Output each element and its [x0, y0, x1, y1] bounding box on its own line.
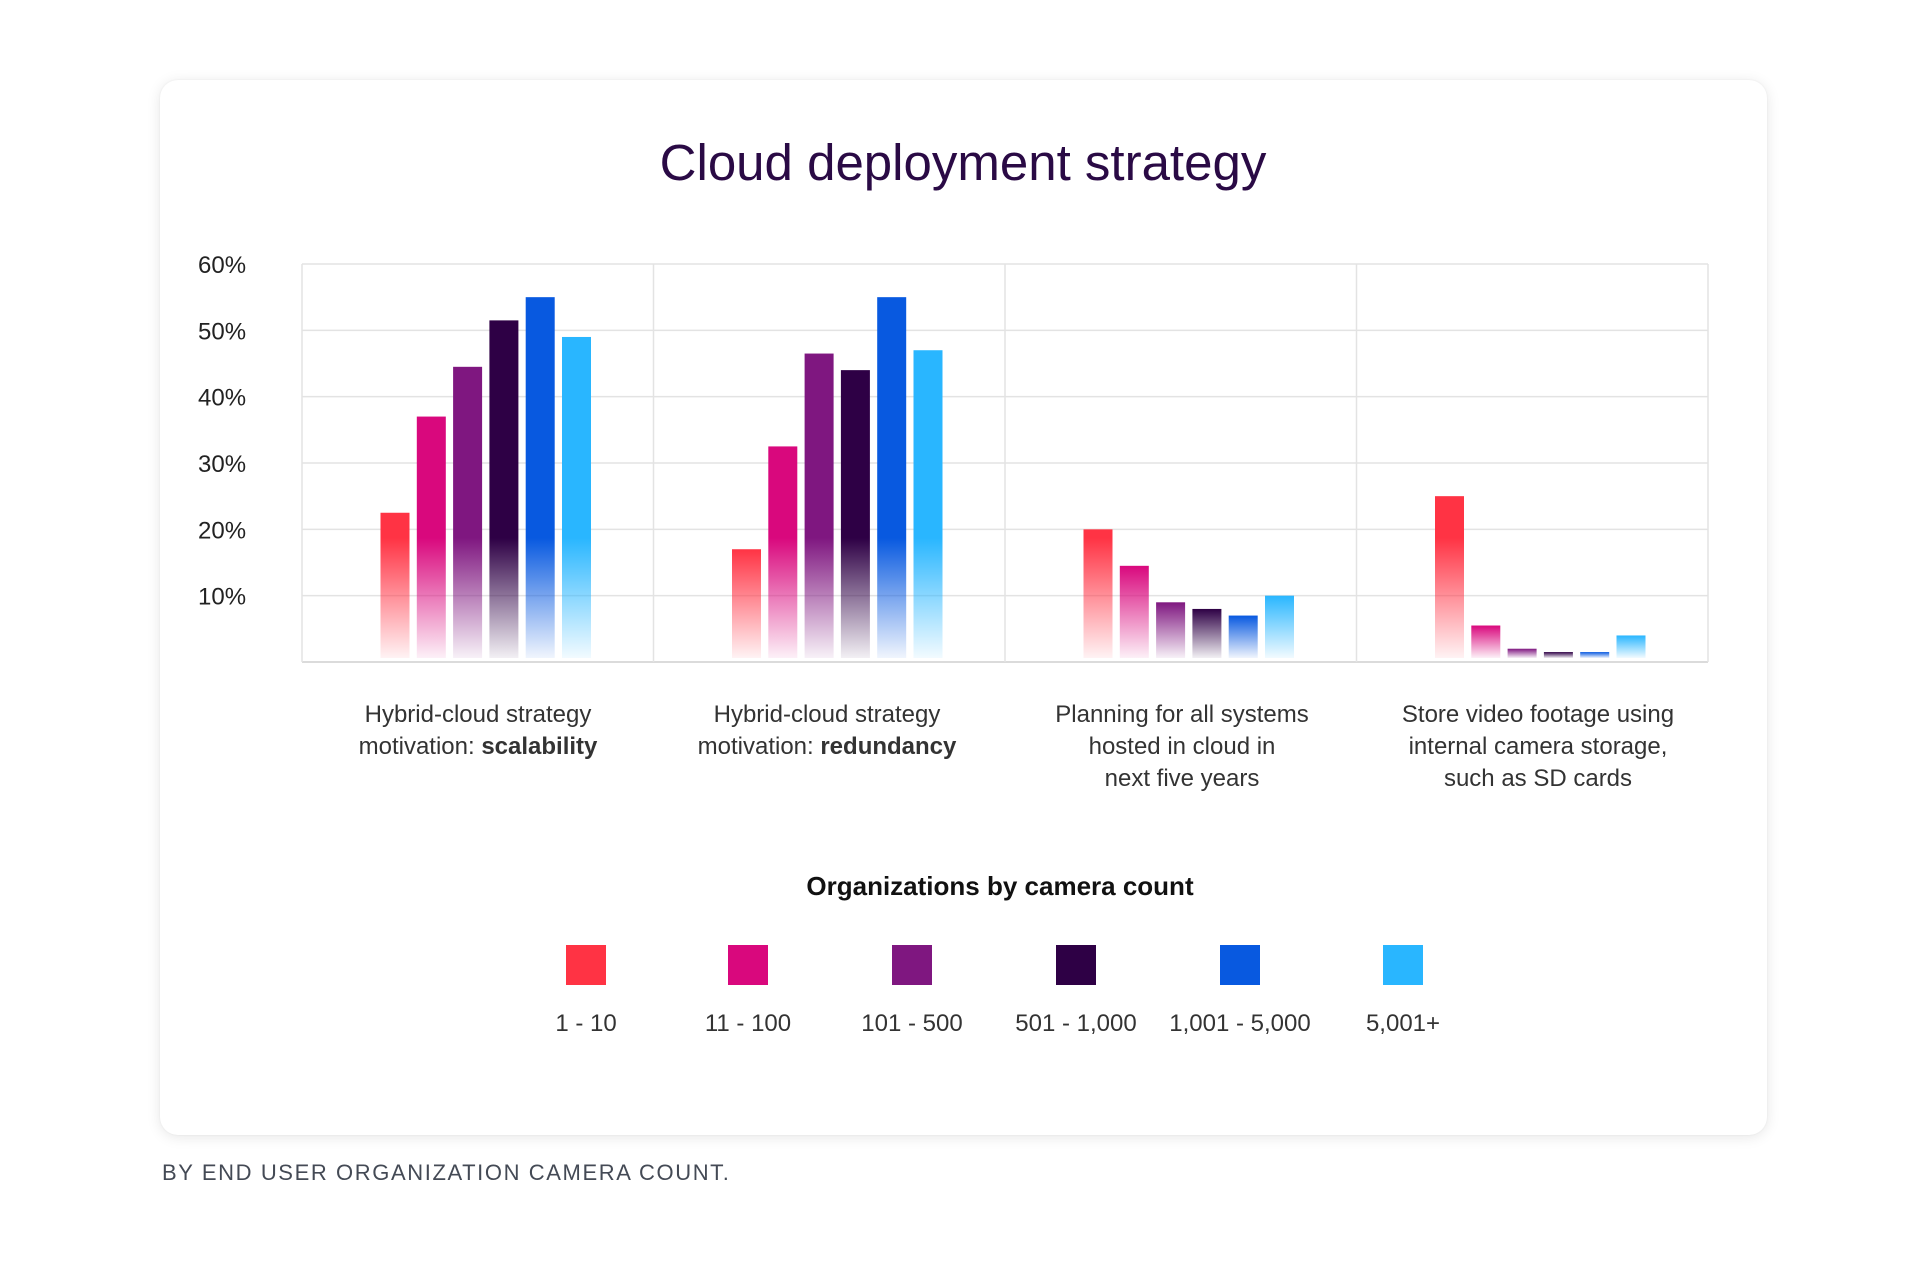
- y-tick-label: 20%: [198, 517, 246, 544]
- legend-label: 11 - 100: [705, 1010, 791, 1037]
- category-label: Store video footage using internal camera…: [1402, 701, 1674, 792]
- footnote: BY END USER ORGANIZATION CAMERA COUNT.: [162, 1160, 731, 1185]
- bar-fade: [562, 538, 591, 658]
- bar-fade: [1435, 538, 1464, 658]
- bar-fade: [1543, 652, 1573, 658]
- bar: [1083, 529, 1113, 538]
- category-label-part: Planning for all systems: [1055, 701, 1308, 728]
- bar-fade: [1228, 615, 1258, 658]
- category-label-part: scalability: [481, 733, 598, 760]
- bar-fade: [1265, 595, 1294, 658]
- bar-fade: [732, 549, 761, 658]
- y-tick-label: 60%: [198, 252, 246, 279]
- category-labels: Hybrid-cloud strategy motivation: scalabi…: [359, 701, 1674, 792]
- bar-fade: [768, 538, 798, 658]
- bar-fade: [1192, 608, 1222, 658]
- bar-fade: [525, 538, 555, 658]
- bar: [380, 512, 410, 538]
- legend-label: 1 - 10: [555, 1010, 616, 1037]
- bar: [913, 350, 943, 538]
- legend-label: 1,001 - 5,000: [1169, 1010, 1310, 1037]
- bar-fade: [804, 538, 834, 658]
- bar: [525, 297, 555, 538]
- bar: [768, 446, 798, 538]
- legend: 1 - 10 11 - 100 101 - 500 501 - 1,000 1,001 …: [555, 945, 1440, 1037]
- category-label: Hybrid-cloud strategy motivation: scalabi…: [359, 701, 598, 760]
- category-label: Planning for all systems hosted in cloud …: [1055, 701, 1308, 792]
- legend-swatch: [892, 945, 932, 985]
- category-label-part: redundancy: [820, 733, 957, 760]
- category-label-part: Hybrid-cloud strategy: [365, 701, 592, 728]
- category-label-part: Store video footage using: [1402, 701, 1674, 728]
- bar: [1435, 496, 1464, 538]
- bar-fade: [1507, 648, 1537, 658]
- category-label-part: internal camera storage,: [1409, 733, 1668, 760]
- bar-fade: [453, 538, 483, 658]
- bar-fade: [380, 538, 410, 658]
- bars: [380, 297, 1646, 658]
- bar-fade: [1156, 602, 1186, 658]
- bar-fade: [1580, 652, 1610, 658]
- legend-label: 5,001+: [1366, 1010, 1440, 1037]
- legend-swatch: [1383, 945, 1423, 985]
- bar: [416, 416, 446, 538]
- legend-title: Organizations by camera count: [806, 871, 1194, 901]
- category-label-part: motivation:: [359, 733, 482, 760]
- category-label-part: motivation:: [698, 733, 821, 760]
- bar-fade: [1083, 538, 1113, 658]
- bar: [804, 353, 834, 538]
- bar-fade: [489, 538, 519, 658]
- legend-label: 501 - 1,000: [1015, 1010, 1136, 1037]
- bar: [562, 336, 591, 538]
- bar-fade: [840, 538, 870, 658]
- bar-fade: [1616, 635, 1646, 658]
- bar-fade: [913, 538, 943, 658]
- category-label-part: such as SD cards: [1444, 765, 1632, 792]
- y-tick-label: 30%: [198, 451, 246, 478]
- bar: [840, 370, 870, 538]
- chart: Cloud deployment strategy 10% 20% 30% 40% 50…: [198, 134, 1709, 1037]
- legend-swatch: [566, 945, 606, 985]
- legend-swatch: [728, 945, 768, 985]
- y-axis: 10% 20% 30% 40% 50% 60%: [198, 252, 246, 611]
- bar: [489, 320, 519, 538]
- chart-title: Cloud deployment strategy: [660, 134, 1267, 191]
- category-label-part: next five years: [1105, 765, 1260, 792]
- category-label-part: Hybrid-cloud strategy: [714, 701, 941, 728]
- chart-card: Cloud deployment strategy 10% 20% 30% 40% 50…: [160, 80, 1767, 1135]
- bar: [877, 297, 907, 538]
- legend-swatch: [1220, 945, 1260, 985]
- bar-fade: [877, 538, 907, 658]
- bar-fade: [1119, 565, 1149, 658]
- category-label: Hybrid-cloud strategy motivation: redunda…: [698, 701, 957, 760]
- legend-swatch: [1056, 945, 1096, 985]
- y-tick-label: 50%: [198, 318, 246, 345]
- bar-fade: [416, 538, 446, 658]
- legend-label: 101 - 500: [861, 1010, 962, 1037]
- bar-fade: [1471, 625, 1501, 658]
- y-tick-label: 10%: [198, 584, 246, 611]
- y-tick-label: 40%: [198, 385, 246, 412]
- bar: [453, 366, 483, 538]
- category-label-part: hosted in cloud in: [1089, 733, 1276, 760]
